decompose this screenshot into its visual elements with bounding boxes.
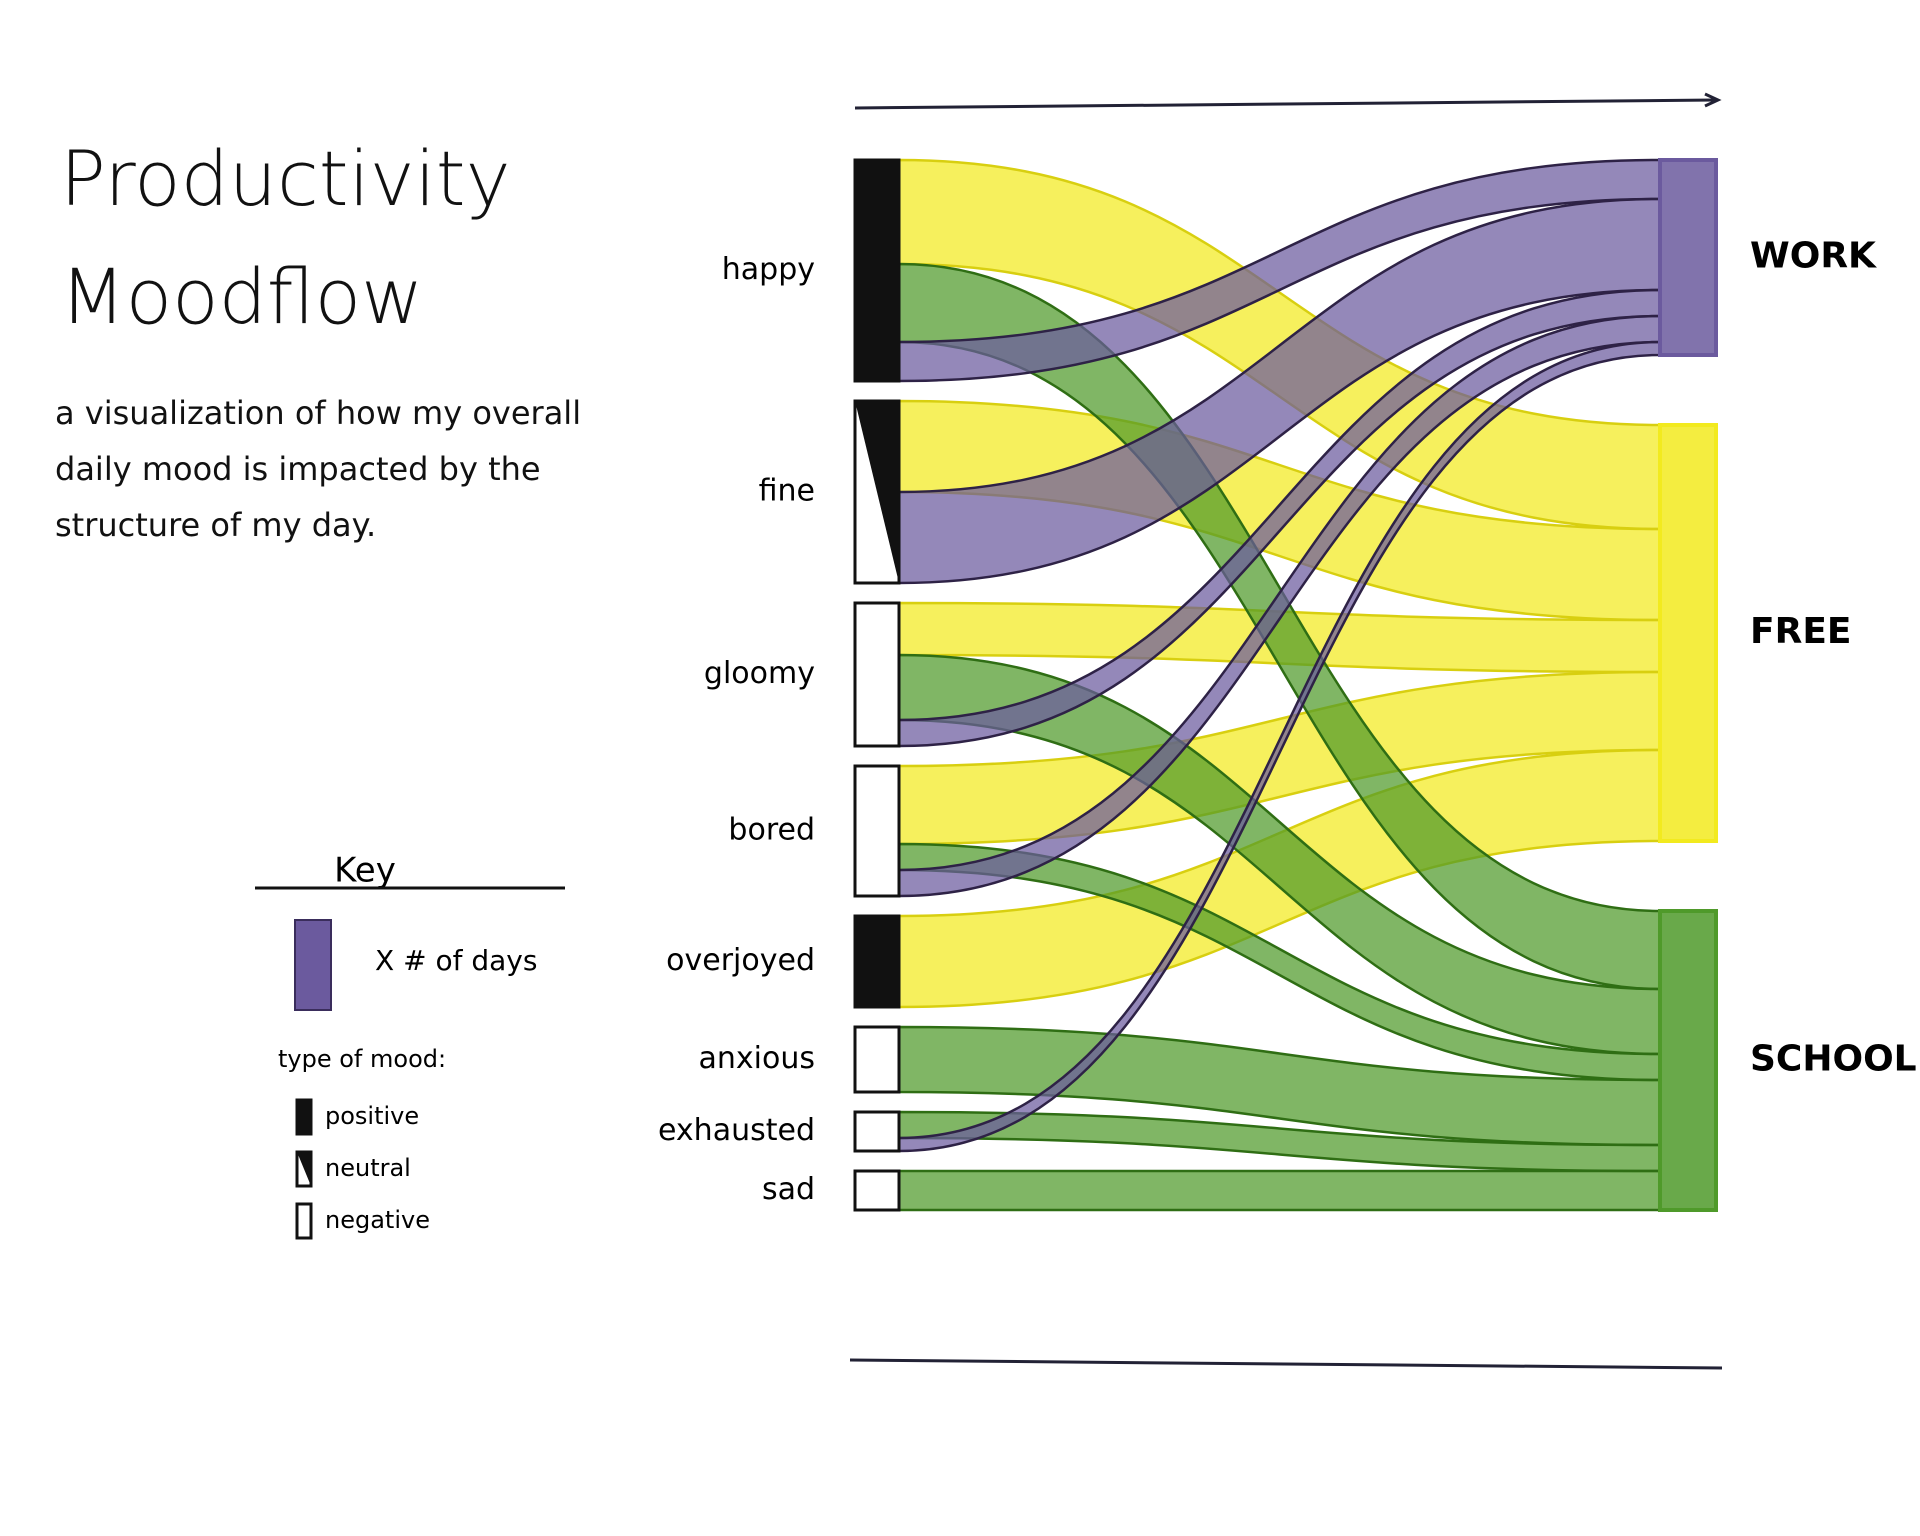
node-label: bored	[728, 813, 815, 848]
key: Key X # of days type of mood:	[255, 851, 565, 1073]
node-label: overjoyed	[666, 943, 815, 978]
target-node	[1658, 909, 1718, 1212]
bottom-axis	[849, 1358, 1723, 1370]
target-label: FREE	[1750, 611, 1852, 652]
node-label: gloomy	[704, 656, 815, 691]
link	[897, 1169, 1662, 1212]
node-negative	[853, 1169, 901, 1212]
key-swatch	[294, 919, 332, 1011]
key-mood-label: negative	[325, 1206, 430, 1234]
node-negative	[853, 764, 901, 898]
node-neutral-fill	[855, 401, 899, 583]
subtitle: a visualization of how my overall daily …	[55, 394, 582, 544]
node-negative	[853, 601, 901, 748]
key-mood-label: positive	[325, 1102, 419, 1130]
node-negative	[853, 1025, 901, 1094]
key-mood-label: neutral	[325, 1154, 411, 1182]
node-label: happy	[722, 252, 815, 287]
target-node	[1658, 423, 1718, 843]
title: Productivity Moodflow	[60, 134, 511, 341]
node-label: exhausted	[658, 1113, 815, 1148]
node-positive	[853, 158, 901, 383]
target-node	[1658, 158, 1718, 357]
node-negative	[853, 1110, 901, 1153]
key-mood-title: type of mood:	[278, 1045, 446, 1073]
node-positive	[295, 1098, 313, 1136]
links	[897, 158, 1662, 1212]
node-label: fine	[759, 474, 815, 509]
nodes: happy fine gloomy bored overjoyed anxious exha…	[658, 158, 1917, 1212]
node-label: anxious	[699, 1041, 815, 1076]
key-size-label: X # of days	[375, 944, 537, 977]
node-negative	[295, 1202, 313, 1240]
top-axis	[854, 98, 1716, 110]
target-label: SCHOOL	[1750, 1039, 1917, 1080]
top-arrow	[1704, 92, 1722, 108]
node-neutral-fill	[297, 1152, 311, 1186]
node-label: sad	[762, 1172, 815, 1207]
node-positive	[853, 914, 901, 1009]
target-label: WORK	[1750, 236, 1877, 277]
key-title: Key	[334, 851, 396, 891]
